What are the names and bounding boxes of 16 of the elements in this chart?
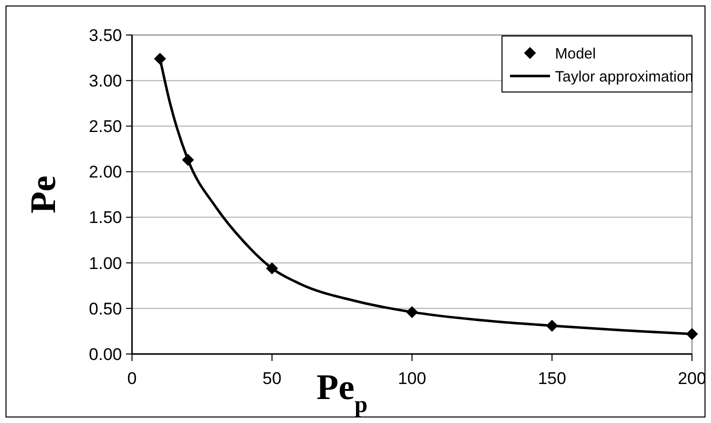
y-tick-label: 1.00 [88, 254, 122, 273]
y-tick-label: 1.50 [88, 208, 122, 228]
y-axis-title: Pe [23, 175, 63, 214]
y-tick-label: 2.00 [88, 162, 122, 182]
y-tick-label: 2.50 [88, 117, 122, 136]
x-tick-label: 50 [262, 369, 282, 388]
legend-label: Model [555, 45, 596, 62]
y-tick-label: 0.50 [88, 299, 122, 318]
y-tick-label: 0.00 [88, 344, 122, 364]
x-tick-label: 150 [538, 369, 566, 388]
y-tick-label: 3.00 [88, 72, 122, 91]
x-tick-label: 100 [398, 369, 426, 388]
y-tick-label: 3.50 [88, 26, 122, 45]
x-axis-title: Pe$_{p}$ [316, 367, 368, 418]
legend-label: Taylor approximation [555, 68, 694, 86]
x-tick-label: 0 [127, 369, 137, 388]
